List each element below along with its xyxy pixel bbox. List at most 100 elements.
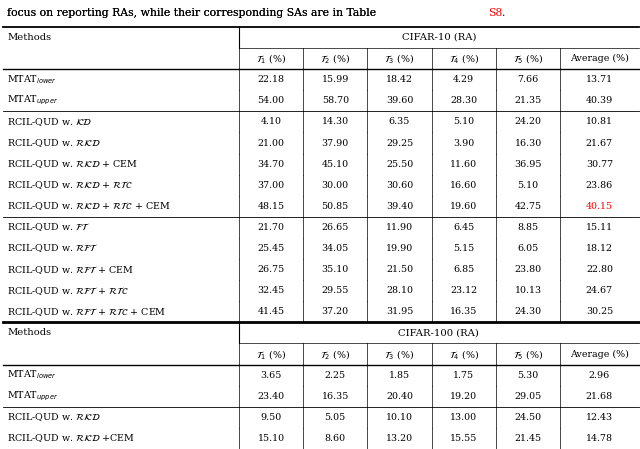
Text: 3.90: 3.90: [453, 138, 474, 148]
Text: 22.80: 22.80: [586, 265, 613, 274]
Text: CIFAR-10 (RA): CIFAR-10 (RA): [401, 33, 476, 42]
Text: 1.85: 1.85: [389, 370, 410, 380]
Text: 21.45: 21.45: [515, 434, 541, 443]
Text: 36.95: 36.95: [515, 159, 542, 169]
Text: 41.45: 41.45: [257, 307, 285, 317]
Text: .: .: [502, 8, 506, 18]
Text: 2.96: 2.96: [589, 370, 610, 380]
Text: Methods: Methods: [7, 328, 51, 338]
Text: focus on reporting RAs, while their corresponding SAs are in Table: focus on reporting RAs, while their corr…: [7, 8, 380, 18]
Text: 20.40: 20.40: [386, 392, 413, 401]
Text: 6.35: 6.35: [389, 117, 410, 127]
Text: 15.55: 15.55: [450, 434, 477, 443]
Text: 42.75: 42.75: [515, 202, 541, 211]
Text: 24.20: 24.20: [515, 117, 541, 127]
Text: 23.86: 23.86: [586, 180, 613, 190]
Text: 8.85: 8.85: [518, 223, 539, 232]
Text: focus on reporting RAs, while their corresponding SAs are in Table: focus on reporting RAs, while their corr…: [7, 8, 380, 18]
Text: 26.65: 26.65: [322, 223, 349, 232]
Text: RCIL-QUD w. $\mathcal{FT}$: RCIL-QUD w. $\mathcal{FT}$: [7, 221, 90, 233]
Text: Average (%): Average (%): [570, 349, 629, 359]
Text: $\mathcal{T}_4$ (%): $\mathcal{T}_4$ (%): [449, 348, 479, 361]
Text: focus on reporting RAs, while their corresponding SAs are in Table S8.: focus on reporting RAs, while their corr…: [7, 8, 397, 18]
Text: 16.35: 16.35: [450, 307, 477, 317]
Text: $\mathcal{T}_2$ (%): $\mathcal{T}_2$ (%): [320, 348, 350, 361]
Text: 10.81: 10.81: [586, 117, 613, 127]
Text: 50.85: 50.85: [322, 202, 349, 211]
Text: 21.50: 21.50: [386, 265, 413, 274]
Text: 6.05: 6.05: [517, 244, 539, 253]
Text: 30.25: 30.25: [586, 307, 613, 317]
Text: MTAT$_{lower}$: MTAT$_{lower}$: [7, 369, 57, 381]
Text: 45.10: 45.10: [322, 159, 349, 169]
Text: 21.70: 21.70: [257, 223, 285, 232]
Text: 5.05: 5.05: [324, 413, 346, 422]
Text: 26.75: 26.75: [257, 265, 285, 274]
Text: 11.90: 11.90: [386, 223, 413, 232]
Text: MTAT$_{upper}$: MTAT$_{upper}$: [7, 94, 58, 107]
Text: RCIL-QUD w. $\mathcal{RKD}$ + CEM: RCIL-QUD w. $\mathcal{RKD}$ + CEM: [7, 158, 138, 170]
Text: MTAT$_{lower}$: MTAT$_{lower}$: [7, 74, 57, 86]
Text: 28.10: 28.10: [386, 286, 413, 295]
Text: S8: S8: [488, 8, 502, 18]
Text: 25.45: 25.45: [257, 244, 285, 253]
Text: RCIL-QUD w. $\mathcal{RKD}$ + $\mathcal{RTC}$ + CEM: RCIL-QUD w. $\mathcal{RKD}$ + $\mathcal{…: [7, 200, 171, 212]
Text: 15.10: 15.10: [257, 434, 285, 443]
Text: 15.99: 15.99: [322, 75, 349, 84]
Text: 15.11: 15.11: [586, 223, 613, 232]
Text: 13.71: 13.71: [586, 75, 613, 84]
Text: 37.90: 37.90: [322, 138, 349, 148]
Text: 16.60: 16.60: [450, 180, 477, 190]
Text: 10.13: 10.13: [515, 286, 541, 295]
Text: 21.35: 21.35: [515, 96, 541, 106]
Text: 58.70: 58.70: [322, 96, 349, 106]
Text: $\mathcal{T}_5$ (%): $\mathcal{T}_5$ (%): [513, 348, 543, 361]
Text: 16.35: 16.35: [322, 392, 349, 401]
Text: RCIL-QUD w. $\mathcal{RFT}$ + $\mathcal{RTC}$ + CEM: RCIL-QUD w. $\mathcal{RFT}$ + $\mathcal{…: [7, 306, 166, 318]
Text: RCIL-QUD w. $\mathcal{RKD}$ + $\mathcal{RTC}$: RCIL-QUD w. $\mathcal{RKD}$ + $\mathcal{…: [7, 179, 133, 191]
Text: 29.25: 29.25: [386, 138, 413, 148]
Text: $\mathcal{T}_3$ (%): $\mathcal{T}_3$ (%): [385, 52, 415, 65]
Text: 4.29: 4.29: [453, 75, 474, 84]
Text: 29.55: 29.55: [322, 286, 349, 295]
Text: 18.42: 18.42: [386, 75, 413, 84]
Text: 21.00: 21.00: [257, 138, 285, 148]
Text: 4.10: 4.10: [260, 117, 282, 127]
Text: 6.85: 6.85: [453, 265, 474, 274]
Text: $\mathcal{T}_4$ (%): $\mathcal{T}_4$ (%): [449, 52, 479, 65]
Text: 6.45: 6.45: [453, 223, 474, 232]
Text: $\mathcal{T}_1$ (%): $\mathcal{T}_1$ (%): [256, 52, 286, 65]
Text: 39.60: 39.60: [386, 96, 413, 106]
Text: 37.20: 37.20: [322, 307, 349, 317]
Text: 7.66: 7.66: [517, 75, 539, 84]
Text: 37.00: 37.00: [257, 180, 285, 190]
Text: 30.00: 30.00: [322, 180, 349, 190]
Text: 19.60: 19.60: [450, 202, 477, 211]
Text: RCIL-QUD w. $\mathcal{RFT}$ + CEM: RCIL-QUD w. $\mathcal{RFT}$ + CEM: [7, 264, 134, 276]
Text: 24.30: 24.30: [515, 307, 541, 317]
Text: 5.30: 5.30: [517, 370, 539, 380]
Text: 19.90: 19.90: [386, 244, 413, 253]
Text: 35.10: 35.10: [322, 265, 349, 274]
Text: RCIL-QUD w. $\mathcal{KD}$: RCIL-QUD w. $\mathcal{KD}$: [7, 116, 93, 128]
Text: MTAT$_{upper}$: MTAT$_{upper}$: [7, 390, 58, 403]
Text: 5.15: 5.15: [453, 244, 474, 253]
Text: RCIL-QUD w. $\mathcal{RKD}$: RCIL-QUD w. $\mathcal{RKD}$: [7, 411, 100, 423]
Text: 2.25: 2.25: [324, 370, 346, 380]
Text: 39.40: 39.40: [386, 202, 413, 211]
Text: 10.10: 10.10: [386, 413, 413, 422]
Text: 21.68: 21.68: [586, 392, 613, 401]
Text: 31.95: 31.95: [386, 307, 413, 317]
Text: 5.10: 5.10: [518, 180, 539, 190]
Text: 18.12: 18.12: [586, 244, 613, 253]
Text: 8.60: 8.60: [324, 434, 346, 443]
Text: 3.65: 3.65: [260, 370, 282, 380]
Text: 54.00: 54.00: [257, 96, 285, 106]
Text: 23.80: 23.80: [515, 265, 541, 274]
Text: 32.45: 32.45: [257, 286, 285, 295]
Text: RCIL-QUD w. $\mathcal{RKD}$: RCIL-QUD w. $\mathcal{RKD}$: [7, 137, 100, 149]
Text: 12.43: 12.43: [586, 413, 613, 422]
Text: 40.15: 40.15: [586, 202, 613, 211]
Text: 24.50: 24.50: [515, 413, 541, 422]
Text: $\mathcal{T}_2$ (%): $\mathcal{T}_2$ (%): [320, 52, 350, 65]
